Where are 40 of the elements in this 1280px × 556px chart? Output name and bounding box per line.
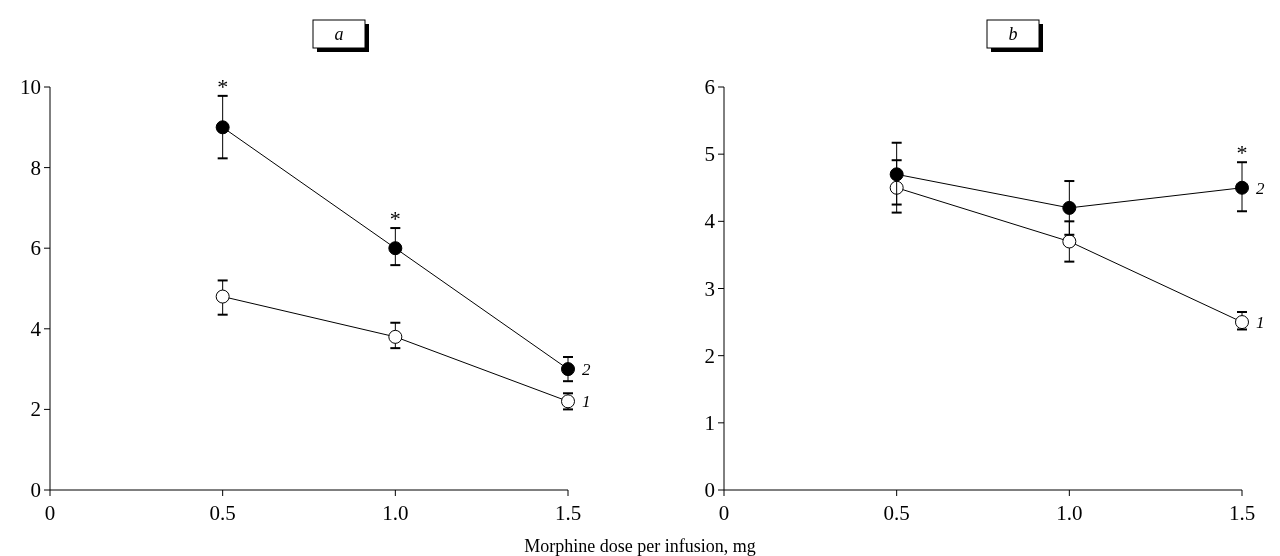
annotation: *: [389, 206, 401, 232]
x-tick-label: 1.5: [554, 501, 582, 525]
x-tick-label: 0.5: [209, 501, 236, 525]
y-tick-label: 1: [704, 410, 715, 435]
y-tick-label: 2: [30, 397, 41, 422]
series-label: 1: [1256, 313, 1265, 333]
series-label: 1: [582, 392, 591, 412]
x-axis-title: Morphine dose per infusion, mg: [524, 536, 756, 556]
point: [388, 241, 403, 256]
y-tick-label: 2: [704, 343, 715, 368]
series-label: 2: [582, 360, 591, 380]
point: [1235, 315, 1249, 330]
point: [215, 120, 230, 135]
y-tick-label: 6: [704, 75, 715, 99]
x-tick-label: 1.0: [1056, 501, 1083, 525]
chart-title: a: [334, 24, 344, 44]
y-tick-label: 3: [704, 276, 715, 301]
point: [889, 180, 904, 195]
y-tick-label: 4: [30, 316, 42, 341]
x-tick-label: 1.0: [382, 501, 409, 525]
series-label: 2: [1256, 178, 1265, 198]
x-tick-label: 1.5: [1228, 501, 1256, 525]
point: [561, 362, 575, 377]
y-tick-label: 0: [30, 478, 41, 502]
annotation: *: [217, 73, 229, 99]
annotation: *: [1236, 140, 1248, 166]
point: [889, 167, 904, 182]
point: [1235, 180, 1249, 195]
y-tick-label: 0: [704, 478, 715, 502]
y-tick-label: 5: [704, 142, 715, 167]
point: [1062, 234, 1077, 249]
y-tick-label: 4: [704, 209, 716, 234]
y-tick-label: 8: [30, 155, 41, 180]
point: [215, 289, 230, 304]
point: [388, 329, 403, 344]
x-tick-label: 0.5: [883, 501, 910, 525]
point: [1062, 200, 1077, 215]
y-tick-label: 6: [30, 236, 41, 261]
y-tick-label: 10: [20, 75, 41, 99]
chart-title: b: [1008, 24, 1018, 44]
